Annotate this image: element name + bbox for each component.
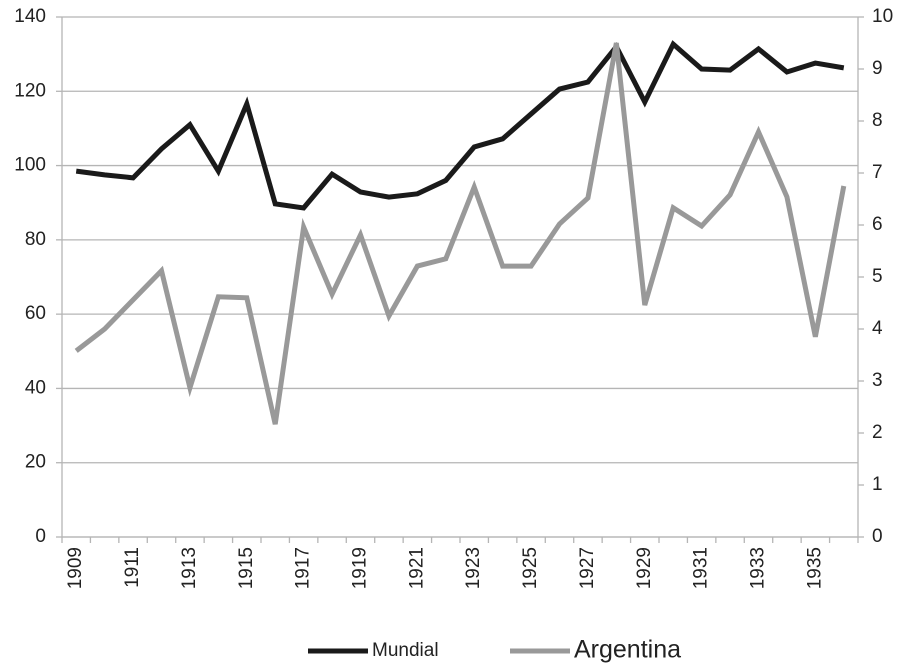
x-tick-label: 1915 [236, 547, 257, 589]
y-tick-label: 60 [25, 303, 46, 324]
x-tick-label: 1933 [748, 547, 769, 589]
y-tick-label: 40 [25, 377, 46, 398]
legend-label: Mundial [372, 640, 439, 661]
y2-tick-label: 4 [872, 318, 883, 339]
x-tick-label: 1927 [577, 547, 598, 589]
line-series [75, 40, 845, 211]
x-tick-label: 1921 [406, 547, 427, 589]
legend-label: Argentina [574, 636, 681, 664]
x-tick-label: 1925 [520, 547, 541, 589]
y2-tick-label: 8 [872, 110, 883, 131]
y-tick-label: 100 [14, 155, 46, 176]
x-tick-label: 1923 [463, 547, 484, 589]
y-tick-label: 0 [35, 526, 46, 547]
x-tick-label: 1931 [691, 547, 712, 589]
y2-tick-label: 2 [872, 422, 883, 443]
x-tick-label: 1935 [804, 547, 825, 589]
y2-tick-label: 5 [872, 266, 883, 287]
y2-tick-label: 6 [872, 214, 883, 235]
y-tick-label: 140 [14, 6, 46, 27]
y2-tick-label: 10 [872, 6, 893, 27]
x-tick-label: 1909 [65, 547, 86, 589]
x-tick-label: 1929 [634, 547, 655, 589]
x-tick-label: 1919 [350, 547, 371, 589]
y2-tick-label: 7 [872, 162, 883, 183]
y2-tick-label: 1 [872, 474, 883, 495]
line-series [74, 42, 847, 425]
y-tick-label: 80 [25, 229, 46, 250]
x-tick-label: 1913 [179, 547, 200, 589]
y2-tick-label: 9 [872, 58, 883, 79]
y2-tick-label: 3 [872, 370, 883, 391]
x-tick-label: 1911 [122, 547, 143, 588]
y2-tick-label: 0 [872, 526, 883, 547]
y-tick-label: 120 [14, 80, 46, 101]
y-tick-label: 20 [25, 452, 46, 473]
x-tick-label: 1917 [293, 547, 314, 589]
